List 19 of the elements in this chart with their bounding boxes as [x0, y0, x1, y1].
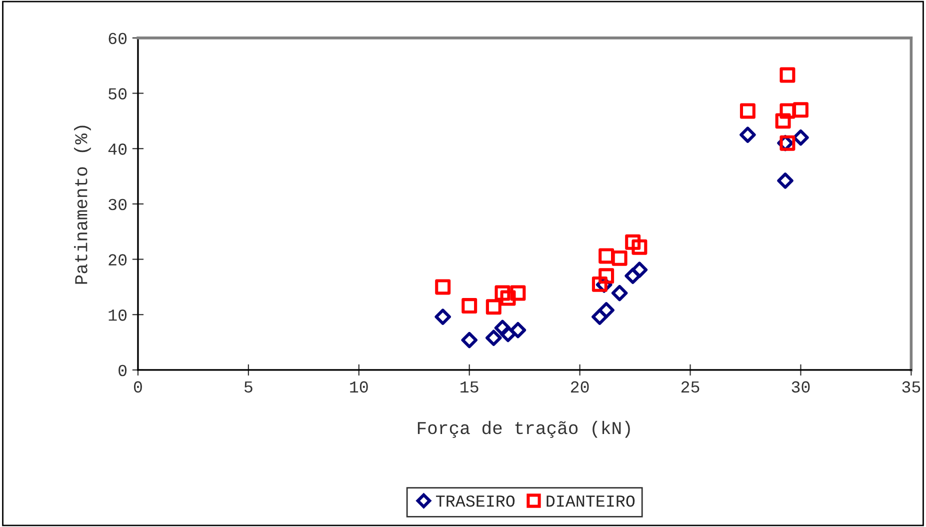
x-tick-label: 35 [902, 381, 920, 393]
y-tick-label: 10 [108, 310, 127, 321]
y-tick-label: 0 [118, 364, 127, 376]
x-tick-label: 5 [244, 381, 252, 393]
x-tick-label: 25 [681, 381, 700, 393]
y-axis-title: Patinamento (%) [74, 126, 91, 284]
x-tick-label: 0 [134, 381, 142, 393]
x-tick-label: 10 [350, 381, 368, 393]
x-tick-label: 15 [460, 381, 478, 393]
x-axis-title: Força de tração (kN) [418, 420, 630, 438]
x-tick-label: 30 [792, 381, 810, 393]
y-tick-label: 60 [108, 32, 127, 44]
y-tick-label: 40 [108, 144, 127, 155]
y-tick-label: 50 [108, 88, 127, 100]
y-tick-label: 20 [108, 254, 127, 266]
legend-label: DIANTEIRO [546, 495, 635, 507]
y-tick-label: 30 [108, 198, 127, 210]
legend-label: TRASEIRO [436, 495, 515, 507]
x-tick-label: 20 [570, 381, 589, 393]
